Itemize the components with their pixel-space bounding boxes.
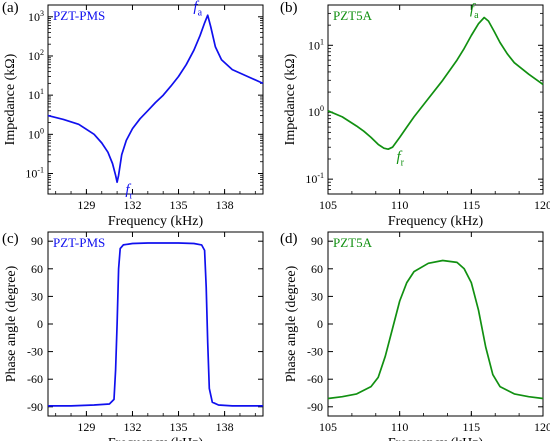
y-tick-label: -90	[307, 400, 323, 414]
y-tick-base: 10	[308, 38, 320, 52]
y-tick-label: 100	[308, 104, 324, 119]
panel-label: (a)	[2, 0, 19, 16]
y-tick-label: 60	[31, 262, 43, 276]
y-tick-exponent: 1	[320, 37, 324, 46]
y-tick-exponent: 1	[40, 87, 44, 96]
y-tick-base: 10	[25, 167, 37, 181]
y-axis-label: Impedance (kΩ)	[3, 53, 18, 145]
x-tick-label: 105	[319, 198, 337, 212]
y-tick-base: 10	[308, 105, 320, 119]
y-tick-base: 10	[28, 10, 40, 24]
x-tick-label: 135	[170, 198, 188, 212]
y-tick-label: 60	[311, 262, 323, 276]
y-axis-label: Phase angle (degree)	[284, 265, 299, 382]
plot-frame	[327, 4, 544, 195]
annotation-fr-base: f	[396, 149, 402, 165]
annotation-fa: fa	[470, 2, 479, 22]
x-tick-label: 110	[391, 198, 409, 212]
annotation-fa-script: a	[474, 10, 479, 21]
y-tick-label: 0	[37, 317, 43, 331]
annotation-fr: fr	[396, 149, 404, 169]
y-tick-exponent: -1	[37, 166, 44, 175]
y-tick-exponent: -1	[317, 171, 324, 180]
x-tick-label: 132	[123, 198, 141, 212]
series-line	[327, 16, 544, 151]
annotation-fa-base: f	[193, 0, 199, 15]
annotation-fr-script: r	[130, 191, 134, 202]
annotation-fa-script: a	[198, 8, 203, 19]
sample-name: PZT5A	[333, 235, 373, 250]
x-axis-label: Frequency (kHz)	[388, 436, 484, 441]
y-tick-exponent: 0	[320, 104, 324, 113]
x-tick-label: 110	[391, 420, 409, 434]
y-tick-label: -90	[27, 400, 43, 414]
panel-label: (d)	[280, 231, 298, 247]
y-tick-label: -30	[27, 345, 43, 359]
series-line	[47, 14, 264, 184]
y-tick-label: -60	[307, 372, 323, 386]
y-tick-base: 10	[28, 49, 40, 63]
sample-name: PZT5A	[333, 8, 373, 23]
y-tick-label: 90	[311, 234, 323, 248]
x-tick-label: 138	[216, 420, 234, 434]
y-tick-label: 100	[28, 126, 44, 141]
y-tick-exponent: 2	[40, 48, 44, 57]
y-tick-label: 101	[308, 37, 324, 52]
x-tick-label: 115	[463, 420, 481, 434]
annotation-fa-base: f	[470, 2, 476, 18]
annotation-fr-base: f	[125, 182, 131, 198]
plot-frame	[47, 231, 264, 417]
y-tick-base: 10	[28, 127, 40, 141]
x-tick-label: 129	[77, 420, 95, 434]
y-tick-label: 102	[28, 48, 44, 63]
y-tick-label: 30	[311, 289, 323, 303]
y-tick-label: -30	[307, 345, 323, 359]
x-tick-label: 105	[319, 420, 337, 434]
y-tick-label: 101	[28, 87, 44, 102]
panel-label: (b)	[280, 0, 298, 16]
x-tick-label: 120	[534, 420, 550, 434]
x-axis-label: Frequency (kHz)	[108, 436, 204, 441]
annotation-fa: fa	[193, 0, 202, 19]
y-tick-label: 30	[31, 289, 43, 303]
y-axis-label: Phase angle (degree)	[4, 265, 19, 382]
y-tick-label: -60	[27, 372, 43, 386]
y-axis-label: Impedance (kΩ)	[283, 53, 298, 145]
sample-name: PZT-PMS	[53, 235, 105, 250]
x-tick-label: 132	[123, 420, 141, 434]
x-axis-label: Frequency (kHz)	[388, 214, 484, 229]
panel-d: (d) 105 110 115 120 -90 -60 -30 0 30 60 90 Frequency…	[280, 231, 550, 441]
panel-label: (c)	[2, 231, 19, 247]
x-tick-label: 129	[77, 198, 95, 212]
x-tick-label: 135	[170, 420, 188, 434]
panel-c: (c) 129 132 135 138 -90 -60 -30 0 30 60 90 Frequency…	[2, 231, 264, 441]
y-tick-label: 0	[317, 317, 323, 331]
x-tick-label: 138	[216, 198, 234, 212]
series-line	[327, 259, 544, 400]
y-tick-label: 103	[28, 9, 44, 24]
x-tick-label: 120	[534, 198, 550, 212]
plot-frame	[47, 4, 264, 195]
plot-frame	[327, 231, 544, 417]
panel-a: (a)129 132 135 13810-1100101102103Frequency…	[2, 0, 264, 229]
sample-name: PZT-PMS	[53, 8, 105, 23]
x-tick-label: 115	[463, 198, 481, 212]
y-tick-label: 10-1	[25, 166, 44, 181]
y-tick-exponent: 3	[40, 9, 44, 18]
annotation-fr: fr	[125, 182, 133, 202]
y-tick-base: 10	[305, 172, 317, 186]
y-tick-exponent: 0	[40, 126, 44, 135]
y-tick-base: 10	[28, 88, 40, 102]
y-tick-label: 90	[31, 234, 43, 248]
annotation-fr-script: r	[401, 158, 405, 169]
y-tick-label: 10-1	[305, 171, 324, 186]
x-axis-label: Frequency (kHz)	[108, 214, 204, 229]
series-line	[48, 242, 263, 407]
